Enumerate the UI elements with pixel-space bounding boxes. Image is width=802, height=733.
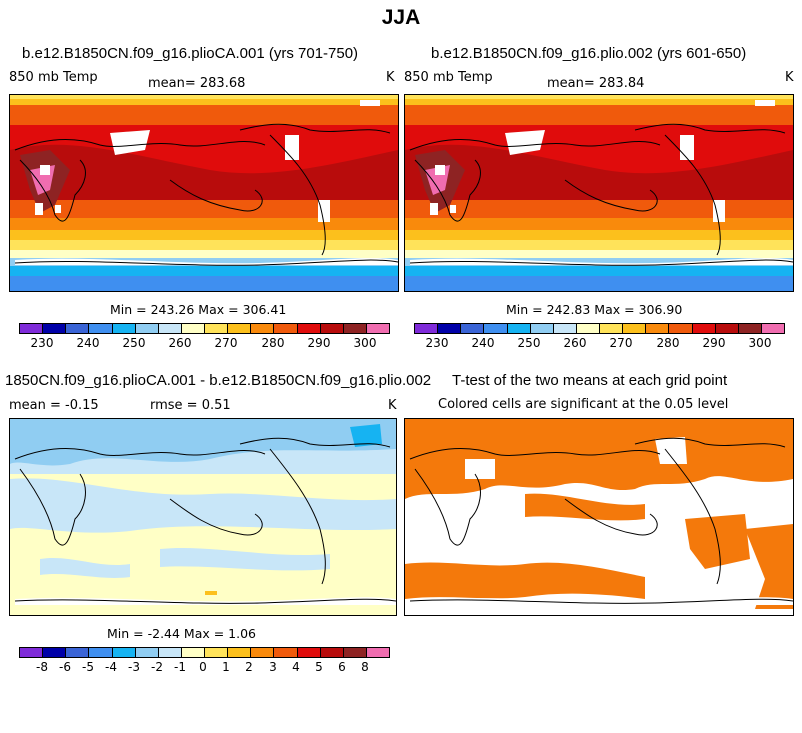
panel3-tick: 6 xyxy=(338,660,346,674)
panel2-tick: 300 xyxy=(748,336,772,350)
panel1-tick: 300 xyxy=(353,336,377,350)
panel3-map xyxy=(9,418,397,616)
panel1-variable: 850 mb Temp xyxy=(9,70,98,85)
panel1-units: K xyxy=(386,70,395,85)
panel3-tick: -4 xyxy=(105,660,117,674)
panel3-tick: -8 xyxy=(36,660,48,674)
panel4-title: T-test of the two means at each grid poi… xyxy=(452,372,728,389)
panel3-tick: -1 xyxy=(174,660,186,674)
panel2-mean: mean= 283.84 xyxy=(547,76,645,91)
panel3-tick: 5 xyxy=(315,660,323,674)
panel3-colorbar-ticks: -8 -6 -5 -4 -3 -2 -1 0 1 2 3 4 5 6 8 xyxy=(19,660,388,676)
panel2-minmax: Min = 242.83 Max = 306.90 xyxy=(506,302,683,317)
panel3-tick: 4 xyxy=(292,660,300,674)
panel1-mean: mean= 283.68 xyxy=(148,76,246,91)
panel2-tick: 250 xyxy=(517,336,541,350)
panel2-units: K xyxy=(785,70,794,85)
panel1-map xyxy=(9,94,399,292)
panel2-tick: 290 xyxy=(702,336,726,350)
panel1-minmax: Min = 243.26 Max = 306.41 xyxy=(110,302,287,317)
panel3-tick: 1 xyxy=(222,660,230,674)
panel1-tick: 260 xyxy=(168,336,192,350)
panel2-colorbar xyxy=(414,323,785,334)
panel1-title: b.e12.B1850CN.f09_g16.plioCA.001 (yrs 70… xyxy=(22,45,359,62)
panel3-tick: 8 xyxy=(361,660,369,674)
panel1-map-svg xyxy=(10,95,398,291)
panel1-tick: 270 xyxy=(214,336,238,350)
panel2-map xyxy=(404,94,794,292)
panel3-tick: -3 xyxy=(128,660,140,674)
panel3-tick: -6 xyxy=(59,660,71,674)
panel1-tick: 250 xyxy=(122,336,146,350)
panel2-map-svg xyxy=(405,95,793,291)
panel1-tick: 240 xyxy=(76,336,100,350)
panel4-map-svg xyxy=(405,419,793,615)
panel1-tick: 280 xyxy=(261,336,285,350)
panel3-mean: mean = -0.15 xyxy=(9,398,99,413)
panel3-title: 1850CN.f09_g16.plioCA.001 - b.e12.B1850C… xyxy=(5,372,432,389)
panel2-tick: 280 xyxy=(656,336,680,350)
panel4-subtitle: Colored cells are significant at the 0.0… xyxy=(438,397,729,412)
panel2-variable: 850 mb Temp xyxy=(404,70,493,85)
panel2-tick: 230 xyxy=(425,336,449,350)
panel3-colorbar xyxy=(19,647,390,658)
panel3-rmse: rmse = 0.51 xyxy=(150,398,231,413)
panel1-tick: 230 xyxy=(30,336,54,350)
panel3-tick: -2 xyxy=(151,660,163,674)
panel2-tick: 260 xyxy=(563,336,587,350)
panel4-map xyxy=(404,418,794,616)
panel2-tick: 240 xyxy=(471,336,495,350)
panel3-tick: 0 xyxy=(199,660,207,674)
panel3-map-svg xyxy=(10,419,396,615)
panel3-tick: 2 xyxy=(245,660,253,674)
panel2-colorbar-ticks: 230 240 250 260 270 280 290 300 xyxy=(414,336,783,352)
panel2-title: b.e12.B1850CN.f09_g16.plio.002 (yrs 601-… xyxy=(431,45,747,62)
panel3-tick: -5 xyxy=(82,660,94,674)
panel1-colorbar-ticks: 230 240 250 260 270 280 290 300 xyxy=(19,336,388,352)
panel3-units: K xyxy=(388,398,397,413)
panel3-minmax: Min = -2.44 Max = 1.06 xyxy=(107,626,257,641)
panel1-tick: 290 xyxy=(307,336,331,350)
panel2-tick: 270 xyxy=(609,336,633,350)
panel3-tick: 3 xyxy=(269,660,277,674)
panel1-colorbar xyxy=(19,323,390,334)
figure-title: JJA xyxy=(381,6,421,29)
